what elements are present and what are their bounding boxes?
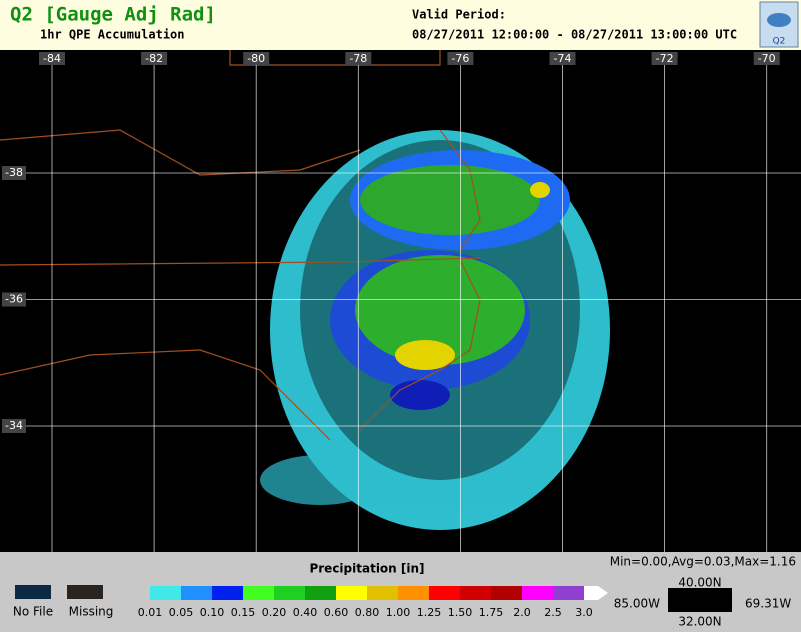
state-border <box>229 50 441 66</box>
color-swatch <box>305 586 336 600</box>
bin-label: 0.80 <box>355 606 380 619</box>
color-swatch <box>553 586 584 600</box>
legend-title: Precipitation [in] <box>309 562 424 576</box>
bin-label: 1.00 <box>386 606 411 619</box>
coastline <box>439 129 481 251</box>
state-border <box>0 129 361 176</box>
lon-label-bg <box>141 52 168 65</box>
color-swatch <box>336 586 367 600</box>
color-swatch <box>491 586 522 600</box>
color-swatch <box>522 586 553 600</box>
special-swatch <box>67 585 103 599</box>
bin-label: 3.0 <box>575 606 593 619</box>
bin-label: 1.50 <box>448 606 473 619</box>
special-label: No File <box>13 605 53 619</box>
header-bg <box>0 0 801 50</box>
lon-label: -74 <box>554 52 572 65</box>
precip-area <box>395 340 455 370</box>
color-swatch <box>274 586 305 600</box>
color-swatch <box>150 586 181 600</box>
color-swatch <box>367 586 398 600</box>
state-border <box>0 349 331 441</box>
borders <box>0 50 481 441</box>
bin-label: 1.75 <box>479 606 504 619</box>
lat-label: -34 <box>5 419 23 432</box>
bin-label: 0.20 <box>262 606 287 619</box>
bin-label: 2.5 <box>544 606 562 619</box>
color-swatch <box>460 586 491 600</box>
subtitle: 1hr QPE Accumulation <box>40 28 185 42</box>
logo-text: Q2 <box>773 37 786 47</box>
lat-label: -38 <box>5 166 23 179</box>
lon-label-bg <box>243 52 270 65</box>
valid-range: 08/27/2011 12:00:00 - 08/27/2011 13:00:0… <box>412 28 737 42</box>
logo-icon <box>767 13 791 27</box>
bound-north: 40.00N <box>678 576 721 590</box>
bin-label: 1.25 <box>417 606 442 619</box>
lon-label: -70 <box>758 52 776 65</box>
precip-area <box>360 165 540 235</box>
title: Q2 [Gauge Adj Rad] <box>10 4 216 26</box>
color-arrow <box>584 586 608 600</box>
lon-label-bg <box>549 52 576 65</box>
bin-label: 0.60 <box>324 606 349 619</box>
precip-area <box>355 255 525 365</box>
lon-label-bg <box>651 52 678 65</box>
lon-label: -72 <box>656 52 674 65</box>
lon-label-bg <box>753 52 780 65</box>
color-swatch <box>398 586 429 600</box>
lon-label: -76 <box>451 52 469 65</box>
lon-label: -82 <box>145 52 163 65</box>
lon-label-bg <box>345 52 372 65</box>
valid-label: Valid Period: <box>412 8 506 22</box>
bin-label: 0.40 <box>293 606 318 619</box>
lon-label: -80 <box>247 52 265 65</box>
lon-label: -84 <box>43 52 61 65</box>
color-swatch <box>181 586 212 600</box>
lat-label-bg <box>2 292 26 307</box>
lon-label: -78 <box>349 52 367 65</box>
bin-label: 0.05 <box>169 606 194 619</box>
legend-stats: Min=0.00,Avg=0.03,Max=1.16 <box>610 555 796 569</box>
precip-area <box>260 455 380 505</box>
lon-label-bg <box>39 52 65 65</box>
precip-area <box>390 380 450 410</box>
state-border <box>0 257 481 266</box>
color-swatch <box>212 586 243 600</box>
color-swatch <box>429 586 460 600</box>
bin-label: 0.10 <box>200 606 225 619</box>
bin-label: 0.15 <box>231 606 256 619</box>
special-swatch <box>15 585 51 599</box>
precip-area <box>530 182 550 198</box>
bin-label: 0.01 <box>138 606 163 619</box>
bound-south: 32.00N <box>678 615 721 629</box>
special-label: Missing <box>69 605 114 619</box>
lat-label: -36 <box>5 293 23 306</box>
lat-label-bg <box>2 166 26 180</box>
bound-west: 85.00W <box>614 597 660 611</box>
color-swatch <box>243 586 274 600</box>
bounds-box <box>668 588 732 612</box>
bound-east: 69.31W <box>745 597 791 611</box>
coastline <box>359 259 481 431</box>
lon-label-bg <box>447 52 474 65</box>
bin-label: 2.0 <box>513 606 531 619</box>
lat-label-bg <box>2 419 26 433</box>
